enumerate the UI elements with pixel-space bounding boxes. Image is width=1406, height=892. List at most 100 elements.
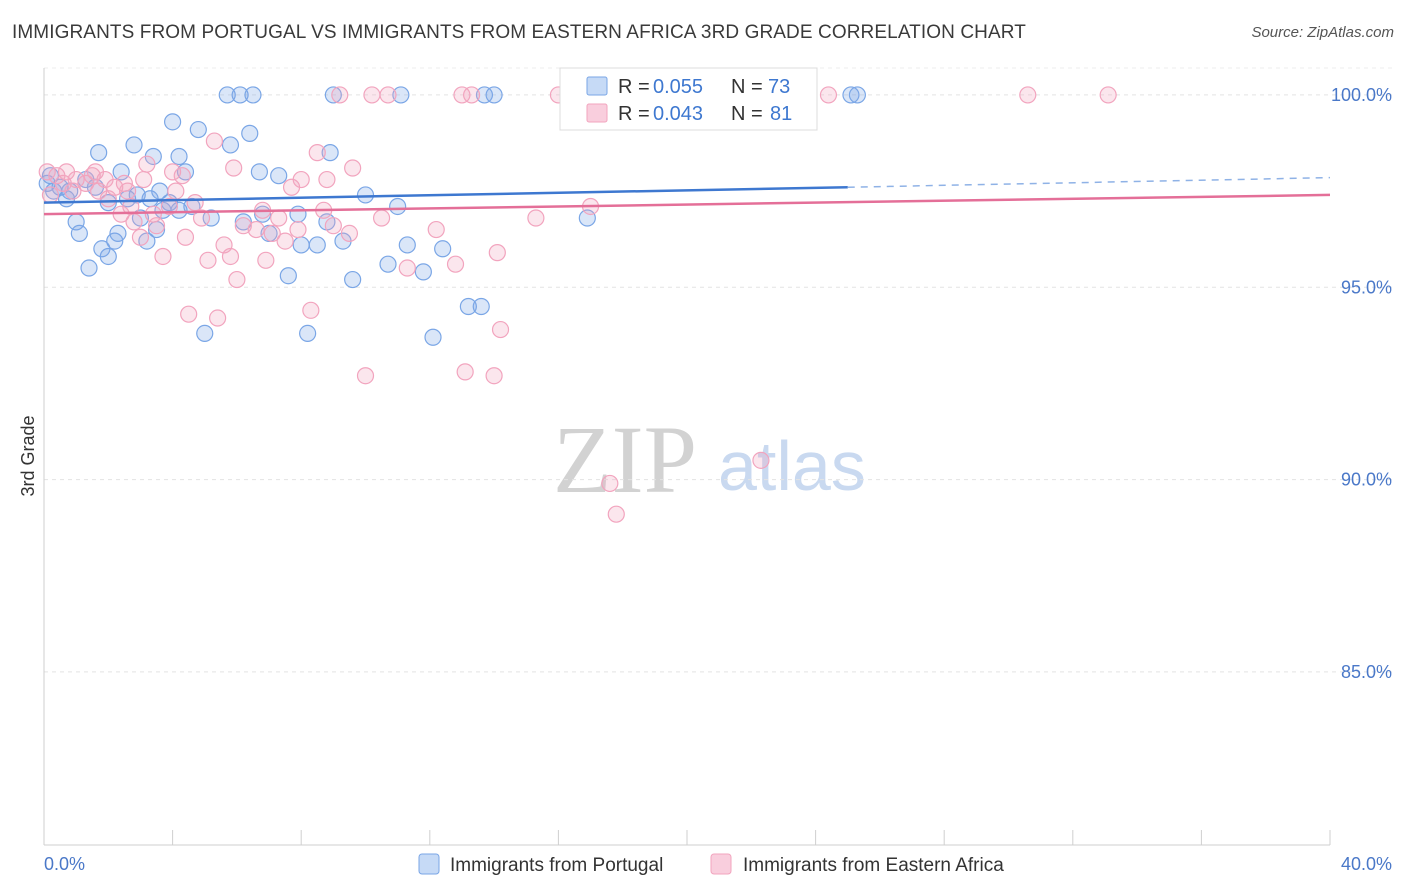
trend-line-portugal: [43, 185, 848, 204]
point-eastern-africa: [427, 220, 445, 239]
point-eastern-africa: [138, 155, 156, 173]
point-portugal: [279, 267, 297, 285]
point-eastern-africa: [160, 197, 178, 216]
point-portugal: [234, 213, 252, 231]
point-portugal: [250, 163, 269, 181]
legend-swatch-portugal: [586, 76, 608, 96]
x-tick-label-max: 40.0%: [1341, 854, 1392, 874]
point-portugal: [472, 297, 490, 316]
bottom-legend-label-portugal: Immigrants from Portugal: [450, 855, 663, 876]
point-portugal: [170, 201, 188, 219]
svg-text:R =: R =: [618, 103, 650, 125]
point-eastern-africa: [318, 170, 336, 189]
point-eastern-africa: [234, 217, 252, 235]
point-eastern-africa: [228, 270, 246, 289]
legend-r-value-eastern-africa: 0.043: [653, 103, 703, 125]
point-portugal: [842, 86, 860, 104]
bottom-legend-swatch-eastern-africa: [710, 853, 732, 875]
point-eastern-africa: [106, 178, 124, 196]
point-eastern-africa: [456, 363, 474, 381]
point-portugal: [299, 324, 317, 343]
point-portugal: [99, 247, 117, 266]
point-eastern-africa: [601, 474, 619, 493]
point-portugal: [308, 236, 326, 254]
point-eastern-africa: [167, 182, 185, 200]
svg-text:N =: N =: [731, 76, 763, 98]
point-eastern-africa: [199, 251, 217, 269]
point-eastern-africa: [131, 228, 150, 246]
point-eastern-africa: [125, 213, 143, 231]
point-eastern-africa: [752, 451, 770, 469]
point-portugal: [170, 147, 188, 166]
gridlines: [44, 67, 1392, 673]
point-eastern-africa: [270, 209, 288, 227]
legend-r-label-1: R =: [618, 76, 650, 98]
data-points: [38, 86, 1117, 523]
point-eastern-africa: [292, 170, 310, 189]
point-eastern-africa: [192, 209, 211, 227]
point-eastern-africa: [186, 194, 204, 212]
point-eastern-africa: [488, 244, 506, 262]
point-eastern-africa: [446, 255, 465, 273]
point-portugal: [196, 324, 214, 343]
watermark-zip: ZIP: [553, 406, 697, 513]
point-eastern-africa: [263, 224, 281, 243]
trend-line-eastern-africa: [43, 193, 1331, 216]
point-portugal: [398, 236, 416, 254]
y-tick-label: 85.0%: [1341, 662, 1392, 682]
point-eastern-africa: [209, 309, 227, 327]
point-portugal: [125, 136, 143, 154]
point-eastern-africa: [118, 182, 137, 200]
point-portugal: [189, 120, 207, 139]
point-portugal: [414, 263, 432, 281]
point-eastern-africa: [372, 209, 391, 227]
point-portugal: [70, 224, 88, 243]
bottom-legend-swatch-portugal: [418, 853, 440, 875]
point-eastern-africa: [176, 228, 195, 246]
chart-title: IMMIGRANTS FROM PORTUGAL VS IMMIGRANTS F…: [12, 22, 1026, 43]
legend-r-label-2: R =: [618, 103, 650, 125]
point-eastern-africa: [302, 301, 320, 319]
point-eastern-africa: [607, 505, 625, 523]
point-eastern-africa: [164, 163, 182, 181]
point-portugal: [218, 86, 236, 104]
point-portugal: [221, 136, 240, 154]
point-portugal: [292, 236, 310, 254]
point-portugal: [231, 86, 249, 104]
svg-text:73: 73: [768, 76, 790, 98]
point-eastern-africa: [289, 220, 307, 239]
legend-n-label-1: N =: [731, 76, 763, 98]
point-eastern-africa: [1099, 86, 1117, 104]
point-eastern-africa: [453, 86, 471, 104]
point-eastern-africa: [38, 163, 56, 181]
point-portugal: [244, 86, 262, 104]
point-eastern-africa: [379, 86, 397, 104]
x-tick-label-min: 0.0%: [44, 854, 85, 874]
point-eastern-africa: [221, 247, 240, 266]
point-eastern-africa: [344, 159, 362, 177]
point-portugal: [324, 86, 342, 104]
point-eastern-africa: [276, 232, 294, 250]
trend-line-portugal-extension: [847, 176, 1331, 188]
svg-text:N =: N =: [731, 103, 763, 125]
point-portugal: [90, 144, 108, 162]
point-eastern-africa: [67, 170, 85, 189]
point-eastern-africa: [225, 159, 243, 177]
point-eastern-africa: [257, 251, 275, 269]
point-eastern-africa: [485, 367, 503, 385]
point-eastern-africa: [363, 86, 381, 104]
point-eastern-africa: [1019, 86, 1037, 104]
point-portugal: [164, 113, 182, 131]
point-eastern-africa: [154, 247, 172, 266]
point-portugal: [109, 224, 127, 243]
y-axis-title: 3rd Grade: [18, 415, 38, 496]
point-portugal: [379, 255, 397, 273]
point-eastern-africa: [527, 209, 545, 227]
point-portugal: [459, 297, 477, 316]
point-eastern-africa: [462, 86, 481, 104]
point-eastern-africa: [180, 305, 198, 323]
point-eastern-africa: [331, 86, 349, 104]
point-portugal: [485, 86, 503, 104]
point-eastern-africa: [135, 170, 153, 189]
